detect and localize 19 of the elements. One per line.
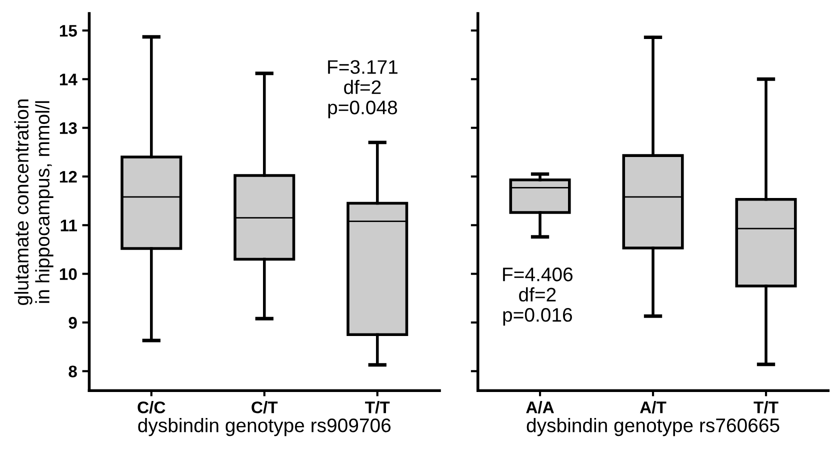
y-tick-label: 13 xyxy=(60,122,77,134)
x-tick-label: C/C xyxy=(138,401,166,414)
y-tick-label: 12 xyxy=(60,170,77,183)
y-tick-label: 9 xyxy=(68,316,77,329)
x-tick-label: T/T xyxy=(365,401,390,414)
x-tick-label: C/T xyxy=(252,401,278,414)
annotation: F=3.171 df=2 p=0.048 xyxy=(328,60,398,118)
y-tick-label: 8 xyxy=(68,366,77,378)
annotation: F=4.406 df=2 p=0.016 xyxy=(503,268,573,326)
x-tick-label: T/T xyxy=(754,401,778,414)
x-axis-title: dysbindin genotype rs760665 xyxy=(526,418,780,436)
y-tick-label: 15 xyxy=(60,25,77,37)
x-axis-title: dysbindin genotype rs909706 xyxy=(138,418,391,436)
y-tick-label: 10 xyxy=(60,268,77,280)
y-tick-label: 14 xyxy=(60,74,78,86)
x-tick-label: A/A xyxy=(526,401,554,414)
y-axis-title: glutamate concentration in hippocampus, mmol/l xyxy=(14,100,54,305)
x-tick-label: A/T xyxy=(640,401,666,414)
y-tick-label: 11 xyxy=(60,220,77,232)
